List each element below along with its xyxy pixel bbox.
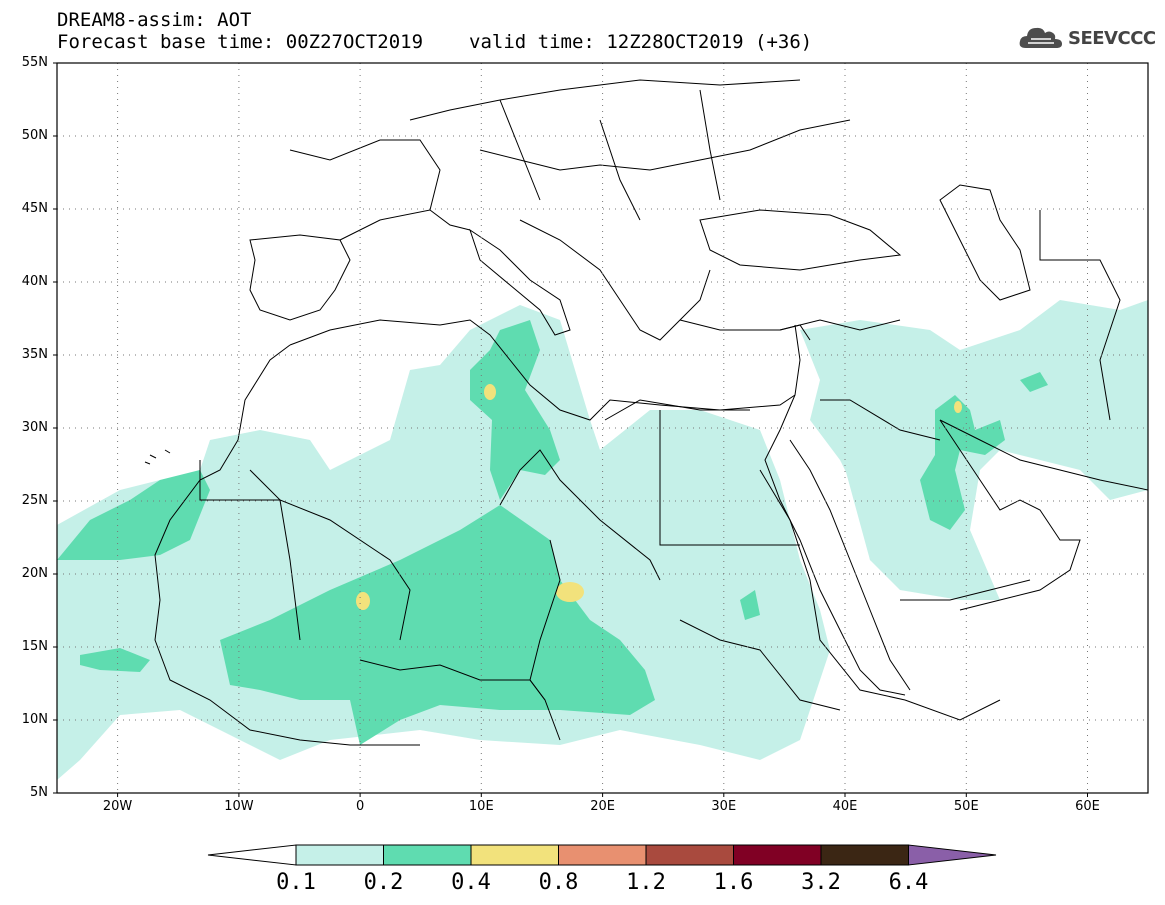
coastline-iberia <box>249 234 351 321</box>
lon-tick-label: 50E <box>953 799 979 814</box>
valid-time-label: valid time: 12Z28OCT2019 (+36) <box>469 31 813 53</box>
aot-band-light-arabia <box>840 450 930 580</box>
border-chad-sudan <box>529 539 561 741</box>
lat-tick-label: 15N <box>21 639 48 654</box>
border-europe-a <box>479 119 851 171</box>
border-egypt-sudan <box>659 410 800 546</box>
colorbar-segment-0 <box>295 844 384 866</box>
aot-hotspot-tunisia <box>484 384 496 400</box>
border-libya-chad <box>499 449 661 581</box>
coastline-canaries <box>144 449 171 465</box>
lon-tick-label: 20E <box>590 799 615 814</box>
cloud-icon <box>1019 27 1062 48</box>
coastline-africa-horn <box>759 469 1001 721</box>
aot-band-medium-sudan <box>740 590 760 620</box>
colorbar-high-arrow <box>908 844 997 866</box>
colorbar-label: 3.2 <box>801 870 841 895</box>
coastline-iran <box>939 419 1148 491</box>
colorbar-label: 0.1 <box>276 870 316 895</box>
aot-band-medium-iran <box>1020 372 1048 392</box>
aot-hotspot-kuwait <box>954 401 962 413</box>
coastline-black-sea <box>699 209 902 271</box>
colorbar-label: 1.6 <box>713 870 754 895</box>
lon-tick-label: 60E <box>1075 799 1100 814</box>
colorbar-label: 0.4 <box>451 870 491 895</box>
aot-band-medium-iraq <box>920 395 1005 530</box>
colorbar-segment-6 <box>820 844 909 866</box>
axis-ticks <box>53 62 1088 797</box>
colorbar-segment-2 <box>470 844 559 866</box>
aot-band-medium-west <box>80 648 150 672</box>
lat-tick-label: 45N <box>21 201 48 216</box>
border-ethiopia <box>679 619 841 711</box>
lat-tick-label: 50N <box>21 128 48 143</box>
colorbar-segment-3 <box>558 844 647 866</box>
border-saudi-yemen <box>900 579 1031 601</box>
coastline-turkey <box>679 319 811 341</box>
colorbar-segment-1 <box>383 844 472 866</box>
lat-tick-label: 55N <box>21 55 48 70</box>
colorbar-label: 6.4 <box>888 870 929 895</box>
aot-band-medium-sahel <box>220 505 655 745</box>
borders <box>199 89 1121 741</box>
border-mauritania <box>199 460 301 641</box>
border-algeria-mali <box>249 469 411 641</box>
lat-tick-label: 25N <box>21 493 48 508</box>
coastline-med-south <box>289 319 796 421</box>
lat-tick-label: 10N <box>21 712 48 727</box>
aot-field <box>57 300 1148 780</box>
aot-hotspot-mali <box>356 592 370 610</box>
coastline-libya-egypt <box>604 399 750 421</box>
logo-text: SEEVCCC <box>1068 27 1156 49</box>
lon-tick-label: 30E <box>711 799 737 814</box>
coastline-italy <box>469 228 571 336</box>
border-saudi-iraq <box>820 399 941 441</box>
lon-tick-label: 40E <box>832 799 858 814</box>
coastline-caspian <box>939 184 1031 301</box>
aot-band-medium-tunisia <box>470 320 560 500</box>
coastline-africa-west <box>154 344 420 746</box>
coastlines <box>144 79 1148 746</box>
coastline-balkans-greece <box>519 219 711 341</box>
aot-band-medium <box>57 470 210 560</box>
map-title: DREAM8-assim: AOT <box>57 9 252 31</box>
colorbar <box>207 844 997 866</box>
colorbar-label: 1.2 <box>626 870 666 895</box>
coastline-arabia-west <box>789 439 911 691</box>
lat-tick-label: 40N <box>21 274 48 289</box>
base-time-label: Forecast base time: 00Z27OCT2019 <box>57 31 424 53</box>
time-info-line: Forecast base time: 00Z27OCT2019 valid ti… <box>57 31 812 53</box>
colorbar-segment-4 <box>645 844 734 866</box>
coastline-europe-north <box>289 79 801 241</box>
border-turkey-syria <box>779 319 901 331</box>
border-europe-b <box>499 89 721 221</box>
border-iran-east <box>1039 210 1121 421</box>
colorbar-low-arrow <box>207 844 297 866</box>
lon-tick-label: 0 <box>355 799 365 814</box>
seevccc-logo: SEEVCCC <box>1018 24 1156 52</box>
lat-tick-label: 5N <box>30 785 48 800</box>
colorbar-segment-5 <box>733 844 822 866</box>
lat-tick-label: 20N <box>21 566 48 581</box>
lon-tick-label: 10E <box>468 799 494 814</box>
lat-tick-label: 35N <box>21 347 48 362</box>
lat-tick-label: 30N <box>21 420 48 435</box>
lon-tick-label: 20W <box>102 799 133 814</box>
colorbar-label: 0.2 <box>363 870 404 895</box>
aot-hotspot-chad <box>556 582 584 602</box>
colorbar-label: 0.8 <box>538 870 579 895</box>
coastline-persian-gulf <box>939 419 1081 611</box>
lon-tick-label: 10W <box>224 799 254 814</box>
